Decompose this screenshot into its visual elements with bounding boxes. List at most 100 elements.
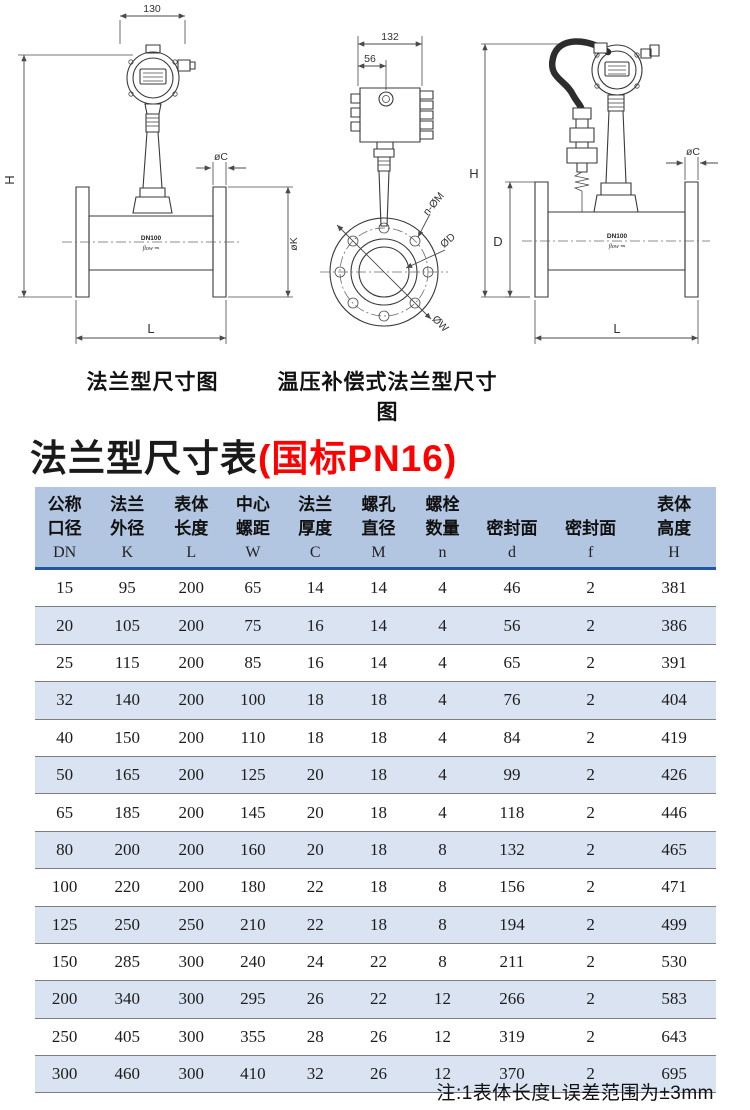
caption-flange-type: 法兰型尺寸图 xyxy=(86,371,219,394)
table-cell: 471 xyxy=(661,877,687,897)
table-cell: 65 xyxy=(244,578,262,598)
table-cell: 110 xyxy=(240,727,266,747)
dim-label-bolt-circle: ØW xyxy=(429,313,450,334)
table-cell: 386 xyxy=(661,615,687,635)
table-cell: 18 xyxy=(370,690,388,710)
column-header: 表体 长度 L xyxy=(174,495,209,561)
table-cell: 18 xyxy=(306,727,324,747)
table-cell: 12 xyxy=(434,989,452,1009)
table-cell: 4 xyxy=(438,578,447,598)
dim-label-total-height-2: H xyxy=(469,166,478,181)
table-cell: 405 xyxy=(114,1026,141,1046)
flange-face-side-view: 132 56 xyxy=(320,31,458,335)
table-cell: 185 xyxy=(114,802,141,822)
table-cell: 18 xyxy=(370,914,388,934)
table-body: 15 95 200 65 14 14 4 46 2 381 20 105 200 75 16 14 4 56 2 38… xyxy=(35,569,716,1093)
table-row: 40 150 200 110 18 18 4 84 2 419 xyxy=(35,719,716,757)
table-cell: 355 xyxy=(240,1026,266,1046)
section-title-highlight: (国标PN16) xyxy=(258,438,458,479)
technical-diagrams: 130 DN100 xyxy=(2,3,750,360)
table-row: 125 250 250 210 22 18 8 194 2 499 xyxy=(35,906,716,944)
table-cell: 65 xyxy=(56,802,74,822)
table-cell: 22 xyxy=(306,914,324,934)
table-cell: 426 xyxy=(661,765,687,785)
table-cell: 65 xyxy=(503,652,521,672)
table-row: 20 105 200 75 16 14 4 56 2 386 xyxy=(35,606,716,645)
flow-direction-label-2: flow ⇒ xyxy=(609,243,626,250)
table-row: 25 115 200 85 16 14 4 65 2 391 xyxy=(35,644,716,682)
table-cell: 300 xyxy=(178,1064,205,1084)
compensated-meter-front-view: H D xyxy=(469,41,718,344)
table-cell: 100 xyxy=(51,877,78,897)
table-note: 注:1表体长度L误差范围为±3mm xyxy=(436,1083,714,1104)
dim-label-head-offset: 56 xyxy=(364,53,376,65)
dim-label-flange-thickness: øC xyxy=(214,151,228,163)
table-cell: 95 xyxy=(118,578,136,598)
table-cell: 2 xyxy=(586,690,595,710)
table-cell: 165 xyxy=(114,765,141,785)
table-row: 32 140 200 100 18 18 4 76 2 404 xyxy=(35,681,716,720)
table-cell: 12 xyxy=(434,1064,452,1084)
table-cell: 132 xyxy=(499,839,525,859)
dim-label-bore-diameter: ØD xyxy=(438,231,458,251)
table-cell: 300 xyxy=(178,1026,205,1046)
dim-label-bolt-holes: n-ØM xyxy=(421,190,447,218)
table-cell: 26 xyxy=(306,989,324,1009)
table-cell: 14 xyxy=(306,578,324,598)
table-cell: 50 xyxy=(56,765,74,785)
table-cell: 2 xyxy=(586,652,595,672)
table-row: 200 340 300 295 26 22 12 266 2 583 xyxy=(35,980,716,1019)
column-header: 法兰 外径 K xyxy=(110,495,145,561)
table-cell: 22 xyxy=(370,989,388,1009)
table-cell: 499 xyxy=(661,914,687,934)
table-cell: 300 xyxy=(178,989,205,1009)
table-cell: 2 xyxy=(586,802,595,822)
table-row: 80 200 200 160 20 18 8 132 2 465 xyxy=(35,831,716,869)
table-cell: 2 xyxy=(586,839,595,859)
table-row: 250 405 300 355 28 26 12 319 2 643 xyxy=(35,1018,716,1056)
flow-direction-label: flow ⇒ xyxy=(143,245,160,252)
table-cell: 18 xyxy=(370,802,388,822)
table-cell: 200 xyxy=(114,839,141,859)
table-cell: 18 xyxy=(370,839,388,859)
dim-label-body-diameter: D xyxy=(493,234,502,249)
flange-meter-front-view: 130 DN100 xyxy=(2,3,300,344)
table-cell: 2 xyxy=(586,727,595,747)
table-cell: 180 xyxy=(240,877,266,897)
dim-label-flange-thickness-2: øC xyxy=(686,146,700,158)
table-cell: 200 xyxy=(178,578,205,598)
dim-label-head-width: 130 xyxy=(143,3,161,15)
table-cell: 200 xyxy=(178,765,205,785)
table-cell: 32 xyxy=(306,1064,324,1084)
table-cell: 285 xyxy=(114,952,141,972)
table-row: 150 285 300 240 24 22 8 211 2 530 xyxy=(35,943,716,981)
table-cell: 26 xyxy=(370,1064,388,1084)
table-cell: 100 xyxy=(240,690,266,710)
table-cell: 266 xyxy=(499,989,525,1009)
table-cell: 465 xyxy=(661,839,687,859)
table-cell: 200 xyxy=(178,690,205,710)
table-cell: 446 xyxy=(661,802,687,822)
table-cell: 8 xyxy=(438,952,447,972)
column-header: 中心 螺距 W xyxy=(235,495,270,561)
table-cell: 4 xyxy=(438,802,447,822)
table-cell: 460 xyxy=(114,1064,141,1084)
table-cell: 18 xyxy=(370,765,388,785)
table-cell: 115 xyxy=(114,652,140,672)
table-cell: 28 xyxy=(306,1026,324,1046)
table-cell: 4 xyxy=(438,652,447,672)
header-row: 公称 口径 DN 法兰 外径 K 表体 长度 L 中心 螺距 W 法兰 厚度 C 螺孔 直径 M 螺栓 数量 n 密封面 d… xyxy=(35,487,716,569)
table-cell: 4 xyxy=(438,690,447,710)
caption-compensated-type: 温压补偿式法兰型尺寸图 xyxy=(277,371,498,424)
table-row: 100 220 200 180 22 18 8 156 2 471 xyxy=(35,869,716,907)
table-cell: 300 xyxy=(178,952,205,972)
table-cell: 2 xyxy=(586,615,595,635)
table-cell: 2 xyxy=(586,914,595,934)
table-cell: 391 xyxy=(661,652,687,672)
table-cell: 40 xyxy=(56,727,74,747)
table-cell: 200 xyxy=(51,989,78,1009)
table-cell: 200 xyxy=(178,877,205,897)
table-row: 50 165 200 125 20 18 4 99 2 426 xyxy=(35,756,716,794)
table-cell: 75 xyxy=(244,615,262,635)
